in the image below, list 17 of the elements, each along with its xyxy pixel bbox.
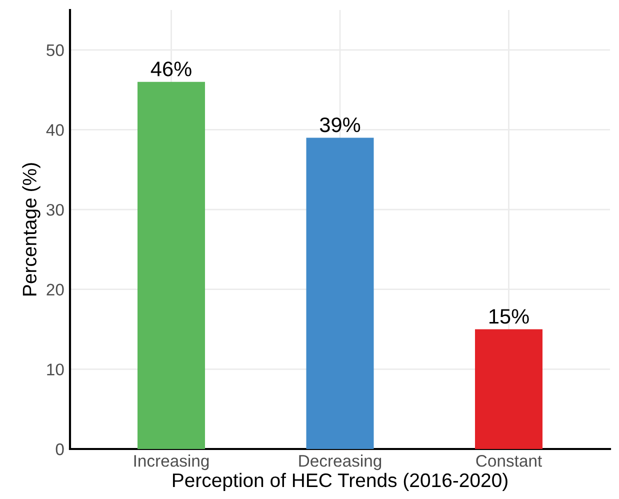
data-label: 39% [320,117,360,132]
bar [138,82,205,449]
y-tick-label: 30 [46,204,64,216]
bar [475,329,542,449]
y-tick-label: 0 [56,443,64,456]
x-tick-label: Increasing [134,454,209,470]
x-tick-label: Decreasing [299,454,382,470]
data-label: 15% [489,309,529,324]
y-tick-label: 50 [46,44,64,56]
data-label: 46% [150,62,192,76]
y-tick-label: 20 [46,284,64,296]
y-tick-label: 40 [46,124,64,136]
y-tick-label: 10 [47,364,64,376]
bar [306,138,374,449]
x-tick-label: Constant [476,454,542,467]
x-axis-title: Perception of HEC Trends (2016-2020) [172,472,508,491]
y-axis-title: Percentage (%) [22,163,40,296]
